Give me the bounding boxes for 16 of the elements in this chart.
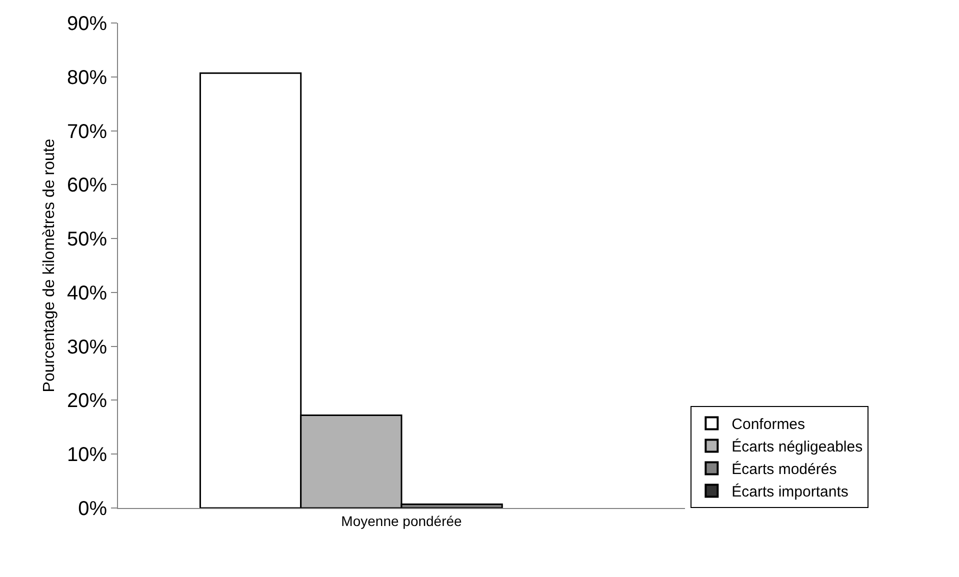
y-tick-label: 50% — [66, 228, 108, 251]
y-axis-title: Pourcentage de kilomètres de route — [40, 138, 58, 392]
y-tick-label: 20% — [66, 390, 108, 412]
y-tick-label: 30% — [66, 336, 108, 358]
legend-label: Conformes — [732, 416, 806, 434]
legend-label: Écarts importants — [732, 482, 848, 501]
y-tick-label: 80% — [66, 66, 108, 89]
y-tick-label: 70% — [66, 120, 108, 143]
y-tick-label: 0% — [78, 498, 108, 520]
y-tick-label: 90% — [66, 13, 108, 35]
y-tick-label: 40% — [66, 282, 108, 304]
y-tick-label: 10% — [66, 444, 108, 466]
y-tick-label: 60% — [66, 174, 108, 197]
legend-label: Écarts négligeables — [732, 438, 863, 456]
legend-label: Écarts modérés — [732, 460, 837, 478]
x-tick-label: Moyenne pondérée — [341, 512, 462, 529]
